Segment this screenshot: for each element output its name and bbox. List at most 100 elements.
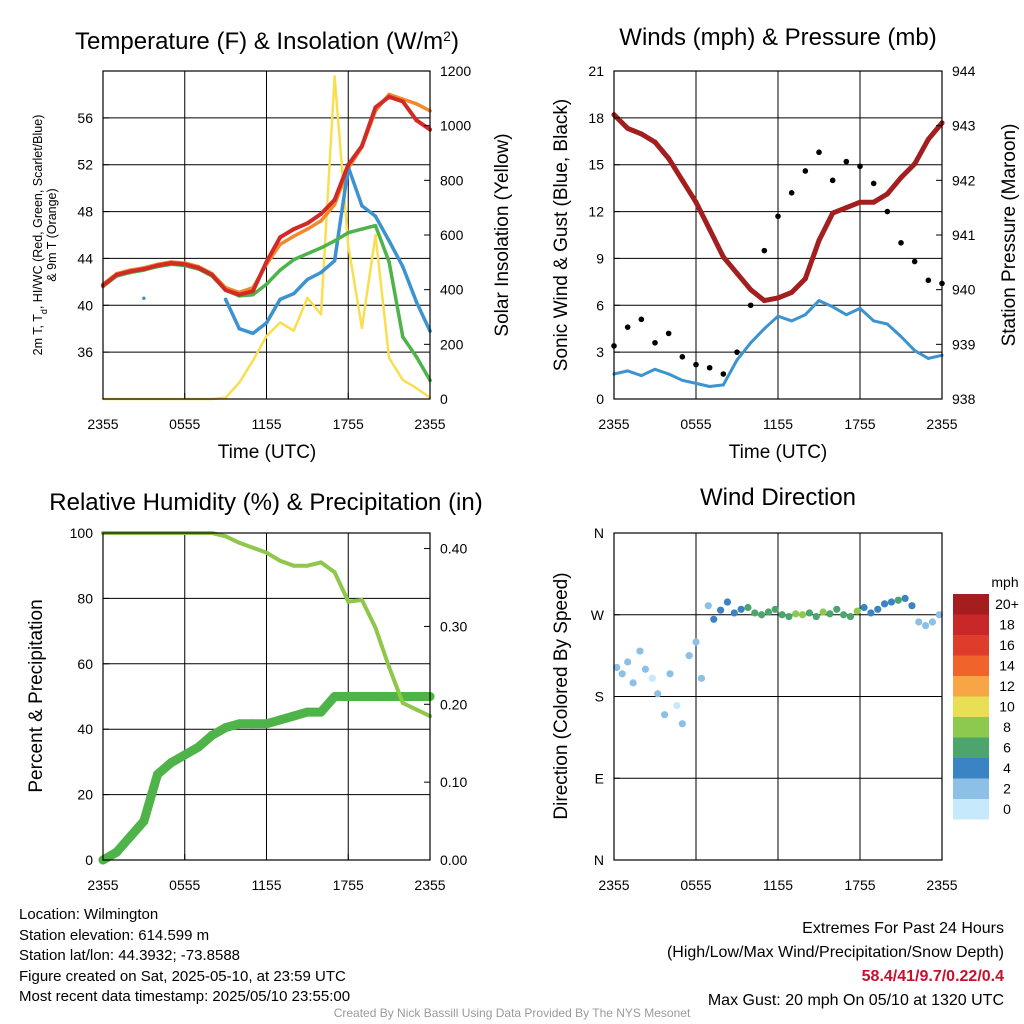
y-tick-label: 80: [77, 590, 93, 606]
y-tick-label: 40: [77, 721, 93, 737]
sonic-wind-line-point: [626, 369, 630, 373]
precipitation-line-point: [275, 715, 285, 725]
wind-direction-point: [692, 638, 700, 646]
y-tick-label-right: 941: [952, 227, 976, 243]
temp-9m-orange-line-point: [278, 242, 282, 247]
wind-direction-point: [666, 670, 674, 678]
wind-direction-point: [799, 611, 807, 619]
wind-direction-point: [778, 611, 786, 619]
wind-direction-panel: Wind Direction 2355 0555 1155 1755 2355 N E S W N…: [551, 484, 1019, 893]
temperature-insolation-panel: Temperature (F) & Insolation (W/m2) 2355…: [31, 28, 513, 463]
precipitation-line-point: [357, 692, 367, 701]
gust-point: [898, 240, 904, 246]
x-tick-label: 1755: [333, 416, 364, 432]
y-tick-label-right: 0.40: [440, 541, 467, 557]
y-tick-label: N: [594, 852, 604, 868]
wind-direction-point: [744, 603, 752, 612]
wind-chill-blue-line-point: [414, 300, 419, 304]
precipitation-line-point: [139, 816, 149, 826]
gust-point: [788, 190, 795, 196]
wind-chill-blue-line-point: [142, 296, 146, 301]
sonic-wind-line-point: [762, 327, 766, 331]
station-pressure-line-point: [748, 287, 754, 293]
wind-chill-blue-line-point: [223, 297, 228, 302]
precipitation-line-point: [302, 707, 312, 717]
sonic-wind-line-point: [639, 374, 643, 378]
sonic-wind-line-point: [858, 306, 862, 310]
station-pressure-line-point: [734, 270, 740, 276]
wind-direction-point: [881, 600, 889, 608]
x-tick-label: 0555: [680, 416, 711, 432]
temp-2m-red-line-point: [373, 105, 378, 110]
sonic-wind-line-point: [667, 372, 671, 376]
x-tick-label: 2355: [926, 877, 957, 893]
wind-chill-blue-line-point: [305, 277, 310, 282]
legend-label: 6: [1003, 740, 1011, 756]
y-tick-label-right: 0: [440, 391, 448, 407]
station-pressure-line-point: [789, 289, 795, 295]
gust-point: [638, 316, 645, 323]
wind-direction-point: [704, 602, 712, 610]
y-tick-label: 9: [596, 250, 604, 266]
temp-2m-red-line-point: [250, 289, 255, 294]
svg-text:& 9m T (Orange): & 9m T (Orange): [45, 188, 59, 281]
winds-panel-title: Winds (mph) & Pressure (mb): [619, 24, 936, 51]
gust-point: [652, 339, 658, 346]
precipitation-line-point: [153, 769, 162, 779]
temp-2m-red-line-point: [332, 197, 337, 202]
y-tick-label-right: 1000: [440, 118, 471, 134]
wind-direction-y-axis-label: Direction (Colored By Speed): [551, 572, 572, 819]
wind-direction-point: [812, 612, 820, 621]
wind-chill-blue-line-point: [360, 203, 364, 208]
temp-9m-orange-line-point: [319, 219, 323, 223]
station-pressure-line-point: [693, 199, 699, 205]
wind-chill-blue-line-point: [264, 321, 269, 325]
solar-insolation-line-point: [374, 233, 377, 237]
solar-insolation-line-point: [278, 321, 282, 324]
relative-humidity-line-point: [237, 540, 242, 545]
gust-point: [802, 168, 809, 174]
x-tick-label: 0555: [169, 877, 200, 893]
wind-direction-point: [853, 607, 861, 615]
dewpoint-green-line-point: [401, 335, 405, 339]
station-elevation: Station elevation: 614.599 m: [19, 926, 210, 944]
sonic-wind-line-point: [721, 383, 725, 387]
y-tick-label-right: 942: [952, 172, 976, 188]
dewpoint-green-line-point: [332, 239, 337, 243]
temperature-x-axis-label: Time (UTC): [218, 442, 317, 463]
extremes-subtitle: (High/Low/Max Wind/Precipitation/Snow De…: [666, 944, 1004, 961]
wind-direction-point: [826, 610, 834, 618]
temp-2m-red-line-point: [210, 272, 214, 277]
winds-pressure-panel: Winds (mph) & Pressure (mb) 2355 0555 1155…: [551, 24, 1020, 463]
y-tick-label: 15: [588, 157, 604, 173]
y-tick-label: N: [594, 525, 604, 541]
x-tick-label: 2355: [598, 416, 629, 432]
y-tick-label-right: 0.00: [440, 852, 467, 868]
svg-text:2m T, Td, HI/WC (Red, Green, S: 2m T, Td, HI/WC (Red, Green, Scarlet/Blu…: [31, 115, 49, 356]
sonic-wind-line-point: [749, 341, 753, 345]
relative-humidity-line-point: [223, 534, 228, 539]
wind-chill-blue-line-point: [278, 297, 282, 302]
wind-direction-panel-title: Wind Direction: [700, 484, 856, 511]
y-tick-label: 20: [77, 787, 93, 803]
legend-color-box: [953, 655, 989, 676]
relative-humidity-line-point: [250, 545, 255, 550]
gust-point: [706, 364, 713, 371]
precipitation-line-point: [248, 719, 258, 729]
precipitation-line-point: [371, 692, 380, 701]
wind-direction-point: [935, 611, 943, 619]
temp-2m-red-line-point: [319, 211, 323, 216]
temp-9m-orange-line-point: [332, 202, 337, 207]
gust-point: [720, 371, 727, 377]
x-tick-label: 2355: [414, 416, 445, 432]
relative-humidity-line-point: [400, 701, 405, 706]
precipitation-line-point: [343, 692, 353, 701]
y-tick-label-right: 944: [952, 63, 976, 79]
legend-color-box: [953, 594, 989, 615]
wind-direction-point: [697, 674, 706, 682]
wind-direction-point: [648, 674, 656, 682]
temp-2m-red-line-point: [400, 99, 405, 104]
station-pressure-line-point: [871, 199, 877, 205]
wind-direction-point: [922, 622, 930, 630]
solar-insolation-line-point: [360, 326, 364, 330]
